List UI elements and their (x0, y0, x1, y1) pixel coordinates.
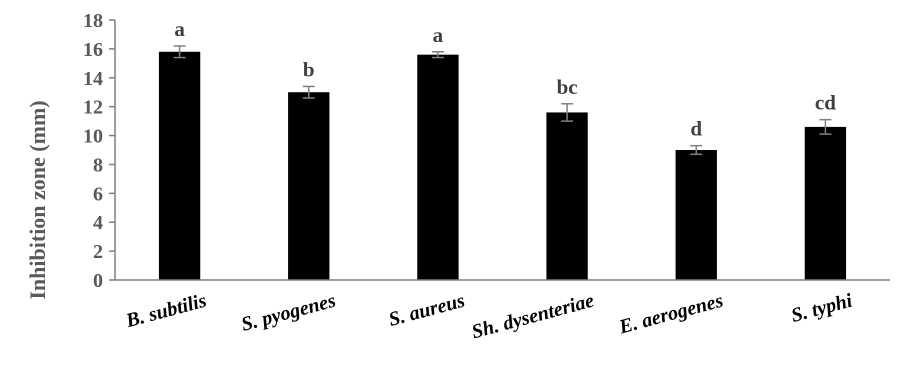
x-tick-label-5: S. typhi (789, 289, 855, 326)
y-tick-label-9: 18 (83, 10, 103, 32)
x-tick-label-2: S. aureus (386, 290, 467, 331)
significance-label-5: cd (815, 91, 836, 115)
bar-5 (804, 126, 847, 280)
y-tick-label-4: 8 (93, 154, 103, 176)
significance-label-0: a (174, 17, 185, 41)
x-tick-label-0: B. subtilis (123, 290, 209, 333)
bar-3 (546, 112, 588, 280)
y-tick-label-0: 0 (93, 270, 103, 292)
y-tick-label-6: 12 (83, 97, 103, 119)
significance-label-2: a (433, 23, 444, 47)
y-tick-label-5: 10 (83, 126, 103, 148)
x-axis: B. subtilis S. pyogenes S. aureus Sh. dysen… (115, 279, 890, 344)
y-tick-label-3: 6 (93, 183, 103, 205)
x-tick-label-4: E. aerogenes (616, 290, 726, 339)
y-axis-title: Inhibition zone (mm) (25, 100, 50, 299)
y-tick-label-7: 14 (83, 68, 103, 90)
x-tick-label-3: Sh. dysenteriae (469, 290, 596, 344)
bar-1 (288, 92, 330, 280)
significance-label-4: d (690, 117, 702, 141)
bar-0 (158, 51, 201, 281)
significance-label-3: bc (557, 75, 578, 99)
bars-group (158, 45, 847, 281)
y-axis: 0 2 4 6 8 10 12 14 16 18 (83, 10, 116, 292)
y-tick-label-2: 4 (93, 212, 103, 234)
x-tick-label-1: S. pyogenes (239, 290, 338, 336)
y-tick-label-1: 2 (93, 241, 103, 263)
y-tick-label-8: 16 (83, 39, 103, 61)
bar-2 (417, 54, 459, 280)
significance-labels: a b a bc d cd (174, 17, 836, 141)
significance-label-1: b (303, 57, 315, 81)
bar-4 (675, 150, 717, 280)
